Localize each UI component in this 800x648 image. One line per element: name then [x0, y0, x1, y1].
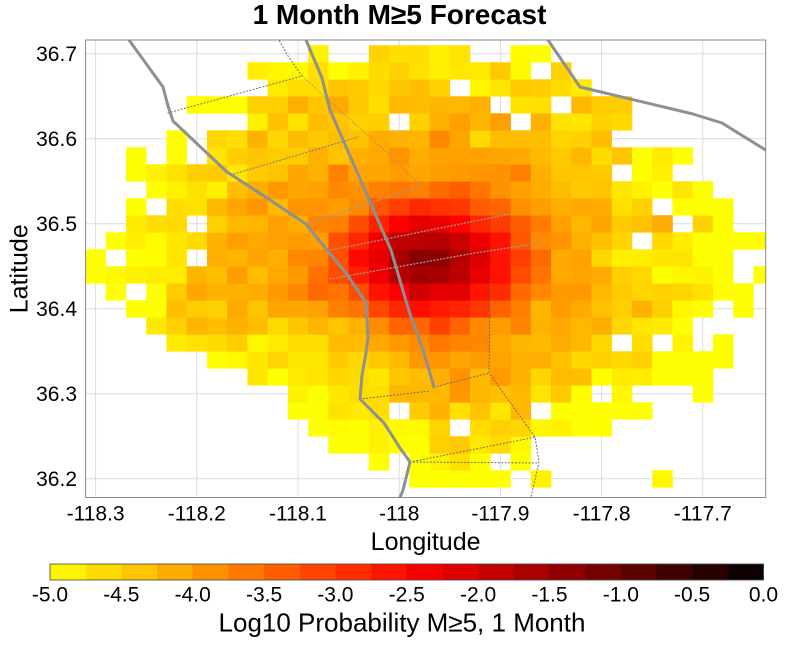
svg-text:36.7: 36.7 [36, 43, 77, 66]
svg-text:-2.0: -2.0 [460, 584, 496, 607]
svg-text:Longitude: Longitude [371, 528, 481, 556]
svg-text:36.4: 36.4 [36, 298, 77, 321]
svg-text:-117.8: -117.8 [573, 503, 631, 526]
svg-text:Latitude: Latitude [6, 224, 34, 313]
svg-text:1 Month M≥5 Forecast: 1 Month M≥5 Forecast [253, 0, 547, 30]
svg-text:-4.0: -4.0 [175, 584, 211, 607]
svg-text:-118.3: -118.3 [67, 503, 125, 526]
svg-text:36.3: 36.3 [36, 383, 77, 406]
svg-text:-0.5: -0.5 [674, 584, 710, 607]
svg-text:36.5: 36.5 [36, 213, 77, 236]
svg-text:-1.0: -1.0 [603, 584, 639, 607]
svg-text:36.6: 36.6 [36, 128, 77, 151]
svg-text:-4.5: -4.5 [103, 584, 139, 607]
svg-text:-3.0: -3.0 [317, 584, 353, 607]
svg-text:-118: -118 [379, 503, 419, 526]
svg-text:-2.5: -2.5 [389, 584, 425, 607]
svg-text:-5.0: -5.0 [32, 584, 68, 607]
svg-text:0.0: 0.0 [749, 584, 778, 607]
svg-text:-117.9: -117.9 [471, 503, 529, 526]
svg-text:-3.5: -3.5 [246, 584, 282, 607]
svg-text:-117.7: -117.7 [674, 503, 732, 526]
svg-text:-1.5: -1.5 [531, 584, 567, 607]
svg-text:Log10 Probability M≥5, 1 Month: Log10 Probability M≥5, 1 Month [219, 608, 586, 638]
svg-text:-118.1: -118.1 [269, 503, 327, 526]
svg-text:36.2: 36.2 [36, 468, 77, 491]
svg-text:-118.2: -118.2 [168, 503, 226, 526]
